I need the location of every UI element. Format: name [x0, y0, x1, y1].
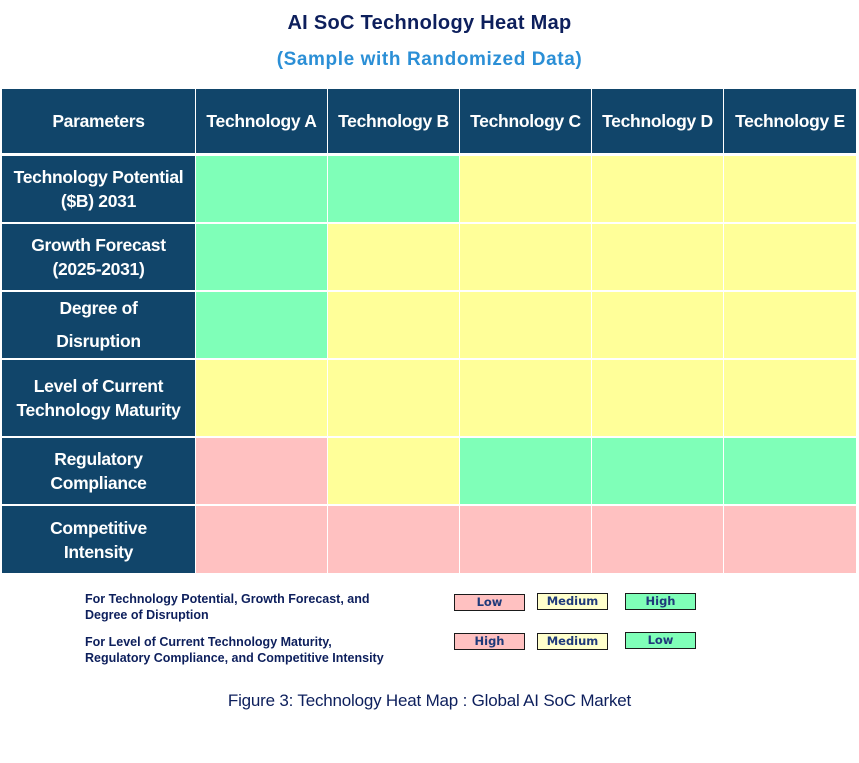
- row-label-technology-potential: Technology Potential ($B) 2031: [2, 156, 195, 222]
- heat-cell: [328, 360, 459, 436]
- row-label-degree-of-disruption: Degree of Disruption: [2, 292, 195, 358]
- heat-cell: [328, 506, 459, 573]
- heat-cell: [724, 506, 856, 573]
- legend-group2-text: For Level of Current Technology Maturity…: [85, 635, 384, 665]
- legend-box-low-green: Low: [625, 632, 696, 649]
- heat-cell: [460, 292, 591, 358]
- heat-cell: [328, 438, 459, 504]
- heat-cell: [196, 506, 327, 573]
- heat-cell: [460, 438, 591, 504]
- header-technology-c: Technology C: [460, 89, 591, 153]
- heat-cell: [724, 292, 856, 358]
- heat-cell: [724, 224, 856, 290]
- row-label-regulatory-compliance: Regulatory Compliance: [2, 438, 195, 504]
- heat-cell: [328, 156, 459, 222]
- heat-cell: [328, 224, 459, 290]
- legend-box-high-pink: High: [454, 633, 525, 650]
- header-technology-b: Technology B: [328, 89, 459, 153]
- heat-cell: [724, 360, 856, 436]
- heat-cell: [592, 292, 723, 358]
- heat-cell: [724, 438, 856, 504]
- heat-cell: [196, 292, 327, 358]
- heat-cell: [196, 224, 327, 290]
- chart-subtitle: (Sample with Randomized Data): [276, 49, 583, 70]
- heat-cell: [460, 156, 591, 222]
- heat-cell: [196, 156, 327, 222]
- heat-cell: [592, 360, 723, 436]
- header-technology-d: Technology D: [592, 89, 723, 153]
- heat-cell: [724, 156, 856, 222]
- legend-box-medium-yellow-2: Medium: [537, 633, 608, 650]
- heat-cell: [592, 156, 723, 222]
- heat-cell: [592, 438, 723, 504]
- heat-cell: [460, 506, 591, 573]
- row-label-growth-forecast: Growth Forecast (2025-2031): [2, 224, 195, 290]
- heat-cell: [196, 360, 327, 436]
- header-parameters: Parameters: [2, 89, 195, 153]
- heat-cell: [592, 506, 723, 573]
- legend-box-medium-yellow: Medium: [537, 593, 608, 610]
- heat-cell: [460, 224, 591, 290]
- legend-group1-text: For Technology Potential, Growth Forecas…: [85, 592, 370, 622]
- header-technology-a: Technology A: [196, 89, 327, 153]
- header-row: Parameters Technology A Technology B Tec…: [2, 89, 856, 153]
- row-label-technology-maturity: Level of Current Technology Maturity: [2, 360, 195, 436]
- legend-box-high-green: High: [625, 593, 696, 610]
- chart-title: AI SoC Technology Heat Map: [287, 12, 572, 34]
- heat-cell: [460, 360, 591, 436]
- header-technology-e: Technology E: [724, 89, 856, 153]
- legend-box-low-pink: Low: [454, 594, 525, 611]
- figure-caption: Figure 3: Technology Heat Map : Global A…: [227, 691, 632, 710]
- heat-cell: [196, 438, 327, 504]
- row-label-competitive-intensity: Competitive Intensity: [2, 506, 195, 573]
- heat-cell: [592, 224, 723, 290]
- heat-cell: [328, 292, 459, 358]
